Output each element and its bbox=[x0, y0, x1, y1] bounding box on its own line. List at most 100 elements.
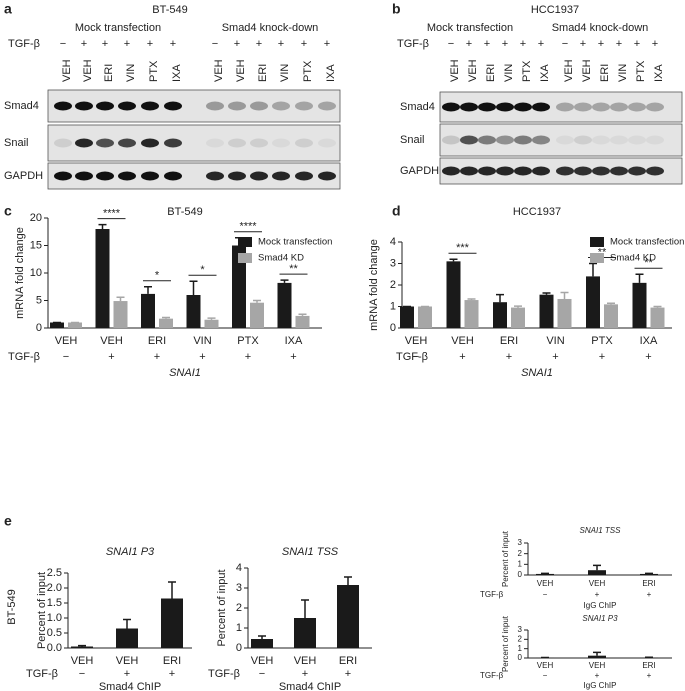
significance-label: ** bbox=[289, 263, 298, 275]
band bbox=[592, 102, 610, 112]
band bbox=[164, 138, 182, 148]
chart-title: HCC1937 bbox=[513, 206, 561, 218]
band bbox=[628, 135, 646, 145]
protein-label: GAPDH bbox=[4, 170, 43, 182]
band bbox=[556, 135, 574, 145]
x-axis-label: SNAI1 bbox=[169, 367, 201, 379]
legend-swatch bbox=[238, 253, 252, 263]
y-tick-label: 15 bbox=[30, 239, 42, 251]
bar bbox=[251, 639, 273, 648]
band bbox=[141, 101, 159, 111]
bar bbox=[204, 319, 219, 328]
significance-label: * bbox=[200, 264, 205, 276]
band bbox=[75, 171, 93, 181]
error-bar bbox=[496, 293, 504, 303]
treatment-sign: + bbox=[652, 38, 658, 50]
band bbox=[442, 135, 460, 145]
y-tick-label: 1 bbox=[518, 644, 523, 653]
treatment-sign: + bbox=[124, 668, 130, 680]
bar bbox=[113, 301, 128, 328]
error-bar bbox=[207, 317, 216, 320]
band bbox=[592, 135, 610, 145]
y-tick-label: 3 bbox=[236, 582, 242, 594]
y-tick-label: 5 bbox=[36, 294, 42, 306]
band bbox=[478, 166, 496, 176]
band bbox=[206, 171, 224, 181]
error-bar bbox=[116, 296, 125, 302]
lane-label: VEH bbox=[467, 59, 479, 82]
band bbox=[96, 101, 114, 111]
bar bbox=[586, 276, 600, 328]
treatment-sign: + bbox=[170, 38, 176, 50]
lane-label: VEH bbox=[61, 59, 73, 82]
legend-label: Smad4 KD bbox=[610, 253, 656, 264]
blot-title: HCC1937 bbox=[531, 4, 579, 16]
treatment-sign: + bbox=[634, 38, 640, 50]
y-axis-label: mRNA fold change bbox=[368, 239, 380, 331]
y-tick-label: 2.0 bbox=[47, 582, 62, 594]
treatment-sign: + bbox=[169, 668, 175, 680]
protein-label: GAPDH bbox=[400, 165, 439, 177]
y-tick-label: 2 bbox=[236, 602, 242, 614]
treatment-sign: + bbox=[598, 38, 604, 50]
band bbox=[228, 138, 246, 148]
band bbox=[556, 166, 574, 176]
x-axis-label: IgG ChIP bbox=[584, 601, 617, 610]
x-tick-label: VIN bbox=[546, 335, 564, 347]
y-tick-label: 0.0 bbox=[47, 642, 62, 654]
band bbox=[295, 138, 313, 148]
y-tick-label: 4 bbox=[390, 236, 396, 248]
y-tick-label: 0 bbox=[36, 322, 42, 334]
band bbox=[54, 138, 72, 148]
x-axis-label: IgG ChIP bbox=[584, 681, 617, 690]
bar bbox=[159, 318, 173, 328]
legend-label: Mock transfection bbox=[610, 237, 684, 248]
lane-label: IXA bbox=[653, 64, 665, 82]
band bbox=[574, 102, 592, 112]
panel-label: b bbox=[392, 1, 401, 17]
x-tick-label: ERI bbox=[163, 655, 181, 667]
band bbox=[610, 166, 628, 176]
band bbox=[141, 171, 159, 181]
treatment-sign: + bbox=[552, 351, 558, 363]
band bbox=[206, 138, 224, 148]
treatment-label: TGF-β bbox=[397, 38, 429, 50]
treatment-sign: + bbox=[108, 351, 114, 363]
band bbox=[318, 171, 336, 181]
error-bar bbox=[78, 644, 86, 647]
bar bbox=[232, 245, 246, 328]
lane-label: IXA bbox=[539, 64, 551, 82]
error-bar bbox=[514, 305, 522, 308]
band bbox=[75, 101, 93, 111]
x-axis-label: Smad4 ChIP bbox=[99, 681, 161, 691]
treatment-sign: + bbox=[256, 38, 262, 50]
treatment-sign: − bbox=[60, 38, 66, 50]
lane-label: VEH bbox=[449, 59, 461, 82]
x-tick-label: VEH bbox=[294, 655, 317, 667]
group-label: Mock transfection bbox=[427, 22, 513, 34]
bar bbox=[640, 573, 658, 575]
band bbox=[514, 102, 532, 112]
band bbox=[460, 135, 478, 145]
x-tick-label: IXA bbox=[640, 335, 658, 347]
y-tick-label: 2 bbox=[518, 634, 523, 643]
treatment-sign: + bbox=[599, 351, 605, 363]
x-tick-label: VEH bbox=[589, 579, 606, 588]
protein-label: Smad4 bbox=[400, 101, 435, 113]
treatment-sign: + bbox=[506, 351, 512, 363]
x-axis-label: Smad4 ChIP bbox=[279, 681, 341, 691]
legend-swatch bbox=[238, 237, 252, 247]
y-tick-label: 1.5 bbox=[47, 597, 62, 609]
panel-label: e bbox=[4, 513, 12, 529]
treatment-sign: + bbox=[234, 38, 240, 50]
band bbox=[250, 101, 268, 111]
x-tick-label: VEH bbox=[451, 335, 474, 347]
legend-swatch bbox=[590, 237, 604, 247]
band bbox=[228, 171, 246, 181]
band bbox=[206, 101, 224, 111]
treatment-sign: + bbox=[647, 671, 652, 680]
treatment-sign: − bbox=[543, 671, 548, 680]
x-tick-label: PTX bbox=[591, 335, 613, 347]
legend-label: Mock transfection bbox=[258, 237, 332, 248]
lane-label: IXA bbox=[325, 64, 337, 82]
